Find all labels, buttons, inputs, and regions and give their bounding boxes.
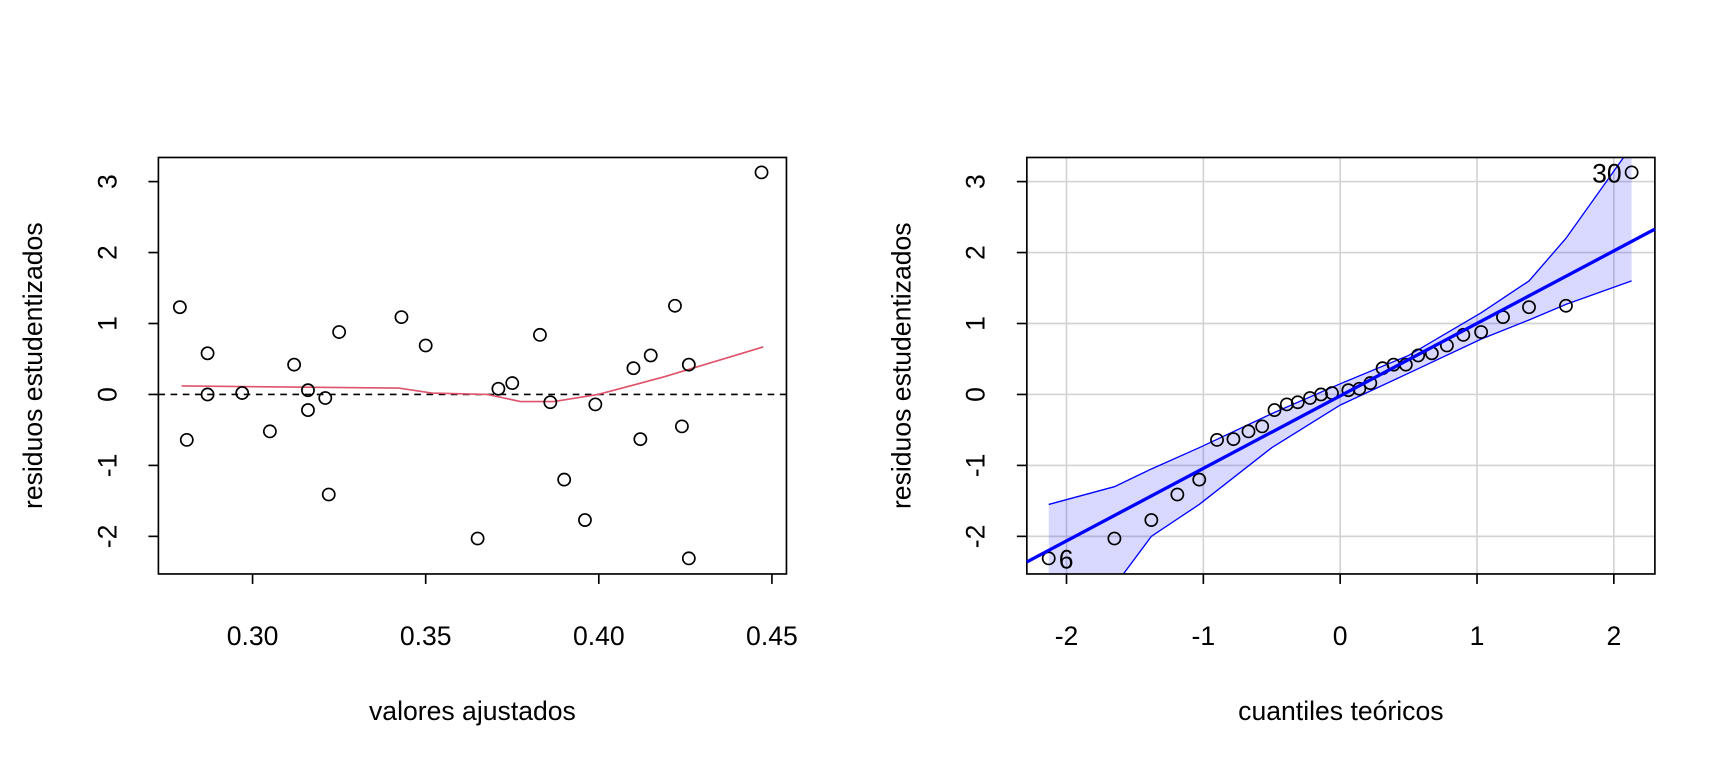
x-tick-label: 2 <box>1606 621 1621 651</box>
x-tick-label: 0.40 <box>573 621 625 651</box>
y-tick-label: 3 <box>961 174 991 189</box>
point <box>200 346 215 361</box>
point <box>643 348 658 363</box>
y-axis-label: residuos estudentizados <box>887 222 917 509</box>
point-label: 30 <box>1592 158 1622 188</box>
plot-area <box>1026 157 1655 574</box>
point <box>262 424 277 439</box>
point <box>321 487 336 502</box>
y-tick-label: 2 <box>92 245 122 260</box>
point <box>681 551 696 566</box>
point <box>200 387 215 402</box>
point <box>1267 403 1282 417</box>
point <box>491 381 506 396</box>
y-tick-label: 0 <box>92 387 122 402</box>
x-tick-label: 0.45 <box>746 621 798 651</box>
point <box>235 386 250 400</box>
point <box>179 432 194 447</box>
y-tick-label: 3 <box>92 174 122 189</box>
point <box>533 327 547 342</box>
y-tick-label: -1 <box>961 454 991 478</box>
point <box>1314 387 1328 402</box>
point <box>668 298 682 313</box>
y-tick-label: -2 <box>961 525 991 549</box>
point <box>1290 395 1305 410</box>
point <box>626 361 641 376</box>
x-axis-label: valores ajustados <box>369 696 576 726</box>
point <box>754 165 769 180</box>
x-tick-label: 0.35 <box>400 621 452 651</box>
point <box>1226 432 1241 447</box>
point <box>172 300 187 315</box>
y-axis-label: residuos estudentizados <box>18 222 48 509</box>
y-tick-label: -2 <box>92 525 122 549</box>
point <box>1255 419 1270 434</box>
point <box>418 338 433 353</box>
x-tick-label: 0 <box>1333 621 1348 651</box>
x-tick-label: -1 <box>1192 621 1216 651</box>
point <box>318 391 333 405</box>
point <box>470 531 485 546</box>
point <box>287 357 302 372</box>
y-tick-label: 2 <box>961 245 991 260</box>
point <box>1522 300 1536 315</box>
point <box>633 432 648 447</box>
y-tick-label: 1 <box>92 316 122 331</box>
point <box>1192 472 1207 487</box>
point <box>1210 432 1224 447</box>
panel: -2 -1 0 1 2 -2 -1 0 1 2 3 cuantiles teóricos residuo… <box>887 156 1656 726</box>
point <box>588 397 603 412</box>
point <box>332 325 347 339</box>
point <box>1411 348 1426 363</box>
panel: 0.30 0.35 0.40 0.45 -2 -1 0 1 2 3 valores ajustado… <box>18 156 798 726</box>
point <box>505 376 520 391</box>
point <box>1041 551 1056 566</box>
x-tick-label: 0.30 <box>227 621 279 651</box>
point <box>557 472 572 487</box>
x-tick-label: 1 <box>1470 621 1485 651</box>
point <box>543 395 558 410</box>
point <box>1624 165 1639 180</box>
point <box>1559 298 1573 313</box>
point <box>301 383 315 398</box>
plot-area <box>158 346 787 403</box>
point <box>1107 531 1122 546</box>
point <box>578 513 592 527</box>
point <box>1474 325 1489 339</box>
x-tick-label: -2 <box>1055 621 1079 651</box>
y-tick-label: -1 <box>92 454 122 478</box>
point <box>301 403 315 417</box>
point <box>681 357 696 372</box>
envelope-upper <box>1048 157 1625 506</box>
y-tick-label: 1 <box>961 316 991 331</box>
reference-line <box>1026 227 1656 564</box>
point <box>394 310 409 325</box>
point <box>1241 424 1256 439</box>
envelope-band <box>1048 157 1632 574</box>
point <box>1341 383 1356 398</box>
point <box>1170 487 1185 502</box>
plot-frame <box>1026 156 1656 575</box>
point <box>1144 513 1159 527</box>
envelope-lower <box>1122 280 1632 574</box>
point-label: 6 <box>1059 544 1074 574</box>
smooth-line <box>181 346 764 403</box>
plot-frame <box>157 156 788 575</box>
x-axis-label: cuantiles teóricos <box>1238 696 1443 726</box>
y-tick-label: 0 <box>961 387 991 402</box>
point <box>674 419 689 434</box>
